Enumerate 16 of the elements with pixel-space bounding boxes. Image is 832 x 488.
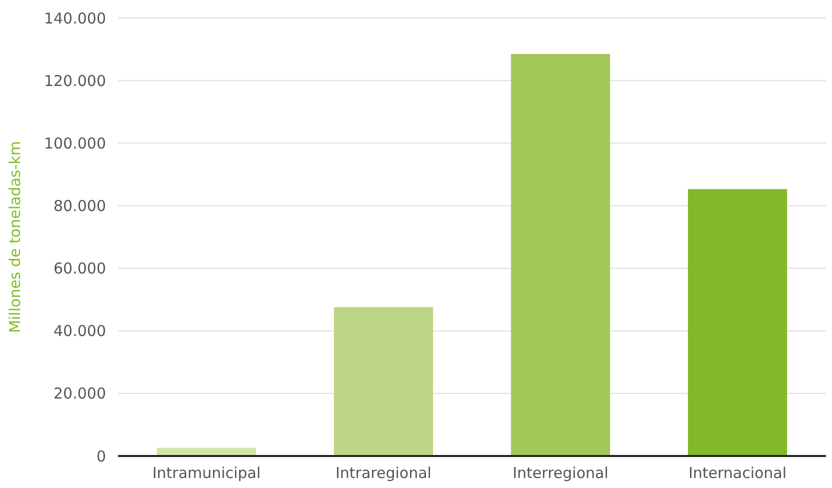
bar bbox=[510, 54, 610, 456]
y-tick-label: 0 bbox=[96, 447, 106, 466]
y-tick-label: 40.000 bbox=[54, 322, 106, 340]
x-tick-label: Intraregional bbox=[336, 464, 432, 482]
x-tick-label: Interregional bbox=[512, 464, 608, 482]
x-tick-label: Intramunicipal bbox=[152, 464, 261, 482]
y-tick-label: 80.000 bbox=[54, 196, 106, 215]
y-tick-label: 60.000 bbox=[54, 260, 106, 278]
y-tick-label: 100.000 bbox=[44, 134, 106, 152]
y-tick-label: 140.000 bbox=[44, 9, 106, 28]
y-tick-label: 20.000 bbox=[54, 384, 106, 403]
bar bbox=[334, 307, 434, 456]
y-axis-title: Millones de toneladas-km bbox=[6, 141, 24, 333]
x-tick-label: Internacional bbox=[688, 464, 787, 482]
bar bbox=[688, 189, 788, 456]
y-tick-label: 120.000 bbox=[44, 72, 106, 90]
